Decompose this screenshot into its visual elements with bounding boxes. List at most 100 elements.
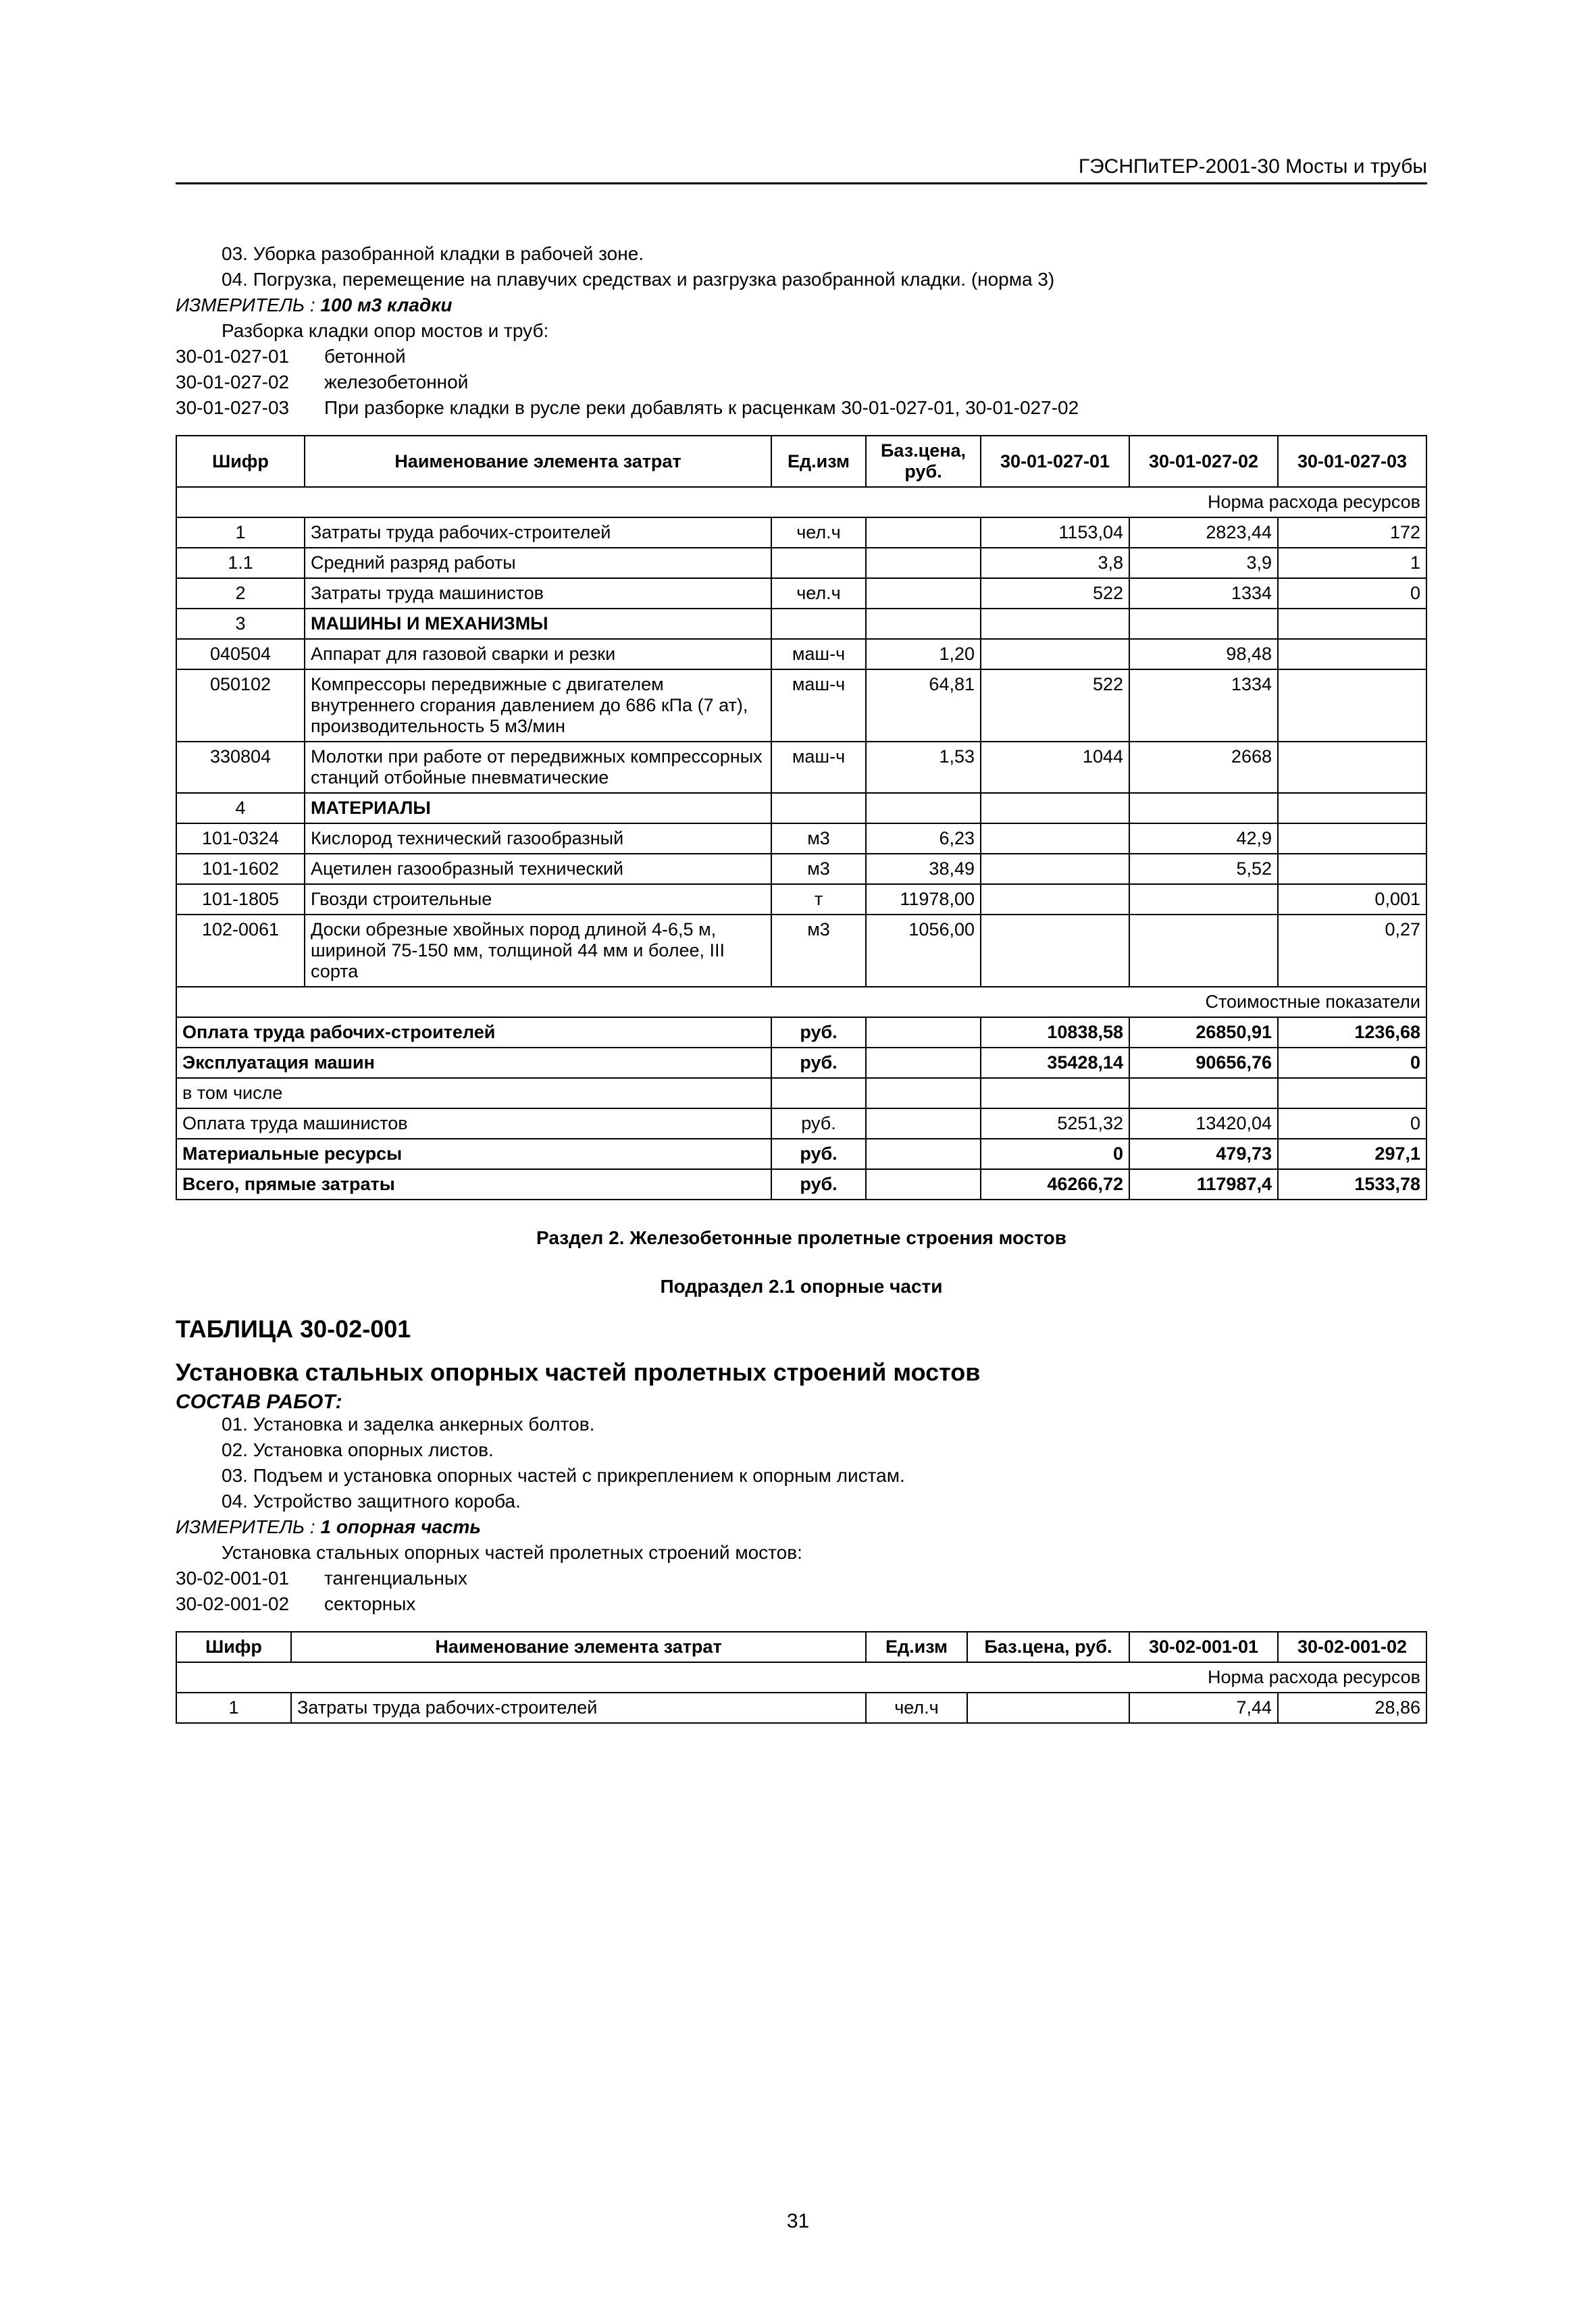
meter-value: 100 м3 кладки	[320, 294, 452, 315]
meter-label: ИЗМЕРИТЕЛЬ :	[176, 294, 315, 315]
work-item: 03. Уборка разобранной кладки в рабочей …	[176, 243, 1427, 265]
cell-v3: 1533,78	[1278, 1169, 1426, 1200]
col-c2: 30-01-027-02	[1129, 436, 1278, 487]
col-c2: 30-02-001-02	[1278, 1632, 1426, 1662]
cell-bp	[866, 1017, 981, 1048]
cell-v1: 522	[981, 578, 1129, 609]
cell-v1	[981, 609, 1129, 639]
cell-v3	[1278, 854, 1426, 884]
cell-v1	[981, 639, 1129, 669]
table-row: 101-1602Ацетилен газообразный технически…	[176, 854, 1426, 884]
code-line: 30-01-027-01бетонной	[176, 346, 1427, 367]
cell-shifr: 1	[176, 517, 305, 548]
cell-name: Эксплуатация машин	[176, 1048, 771, 1078]
code: 30-02-001-01	[176, 1568, 324, 1589]
cell-unit: маш-ч	[771, 639, 866, 669]
cell-shifr: 3	[176, 609, 305, 639]
cell-v1: 7,44	[1129, 1693, 1278, 1723]
cell-bp: 1,53	[866, 742, 981, 793]
col-name: Наименование элемента затрат	[305, 436, 771, 487]
cell-shifr: 2	[176, 578, 305, 609]
cell-name: Компрессоры передвижные с двигателем вну…	[305, 669, 771, 742]
sostav-label: СОСТАВ РАБОТ:	[176, 1391, 1427, 1414]
cell-shifr: 330804	[176, 742, 305, 793]
cell-unit	[771, 1078, 866, 1108]
work-item: 04. Погрузка, перемещение на плавучих ср…	[176, 269, 1427, 290]
sub-text: Установка стальных опорных частей пролет…	[176, 1542, 1427, 1564]
cell-v1: 1044	[981, 742, 1129, 793]
cell-unit: руб.	[771, 1108, 866, 1139]
table-row: Оплата труда рабочих-строителейруб.10838…	[176, 1017, 1426, 1048]
cell-v3: 0	[1278, 578, 1426, 609]
col-shifr: Шифр	[176, 1632, 291, 1662]
cell-unit: маш-ч	[771, 669, 866, 742]
code: 30-02-001-02	[176, 1593, 324, 1615]
cell-name: Молотки при работе от передвижных компре…	[305, 742, 771, 793]
code: 30-01-027-03	[176, 397, 324, 419]
cell-shifr: 101-0324	[176, 823, 305, 854]
cell-v2: 98,48	[1129, 639, 1278, 669]
table-row: 1Затраты труда рабочих-строителейчел.ч7,…	[176, 1693, 1426, 1723]
cell-v1: 0	[981, 1139, 1129, 1169]
cell-v1	[981, 884, 1129, 915]
cell-name: Ацетилен газообразный технический	[305, 854, 771, 884]
cell-v1: 1153,04	[981, 517, 1129, 548]
cell-bp	[866, 1169, 981, 1200]
cell-v1	[981, 854, 1129, 884]
cell-v3: 0,001	[1278, 884, 1426, 915]
meter-label: ИЗМЕРИТЕЛЬ :	[176, 1516, 315, 1537]
cell-shifr: 1	[176, 1693, 291, 1723]
cell-v2	[1129, 609, 1278, 639]
cell-unit: руб.	[771, 1139, 866, 1169]
col-name: Наименование элемента затрат	[291, 1632, 866, 1662]
cell-v3: 1236,68	[1278, 1017, 1426, 1048]
cell-v2: 1334	[1129, 578, 1278, 609]
table-row: Эксплуатация машинруб.35428,1490656,760	[176, 1048, 1426, 1078]
work-item: 04. Устройство защитного короба.	[176, 1491, 1427, 1512]
cell-name: Всего, прямые затраты	[176, 1169, 771, 1200]
cell-v1	[981, 1078, 1129, 1108]
cell-shifr: 101-1805	[176, 884, 305, 915]
cell-v3: 0	[1278, 1048, 1426, 1078]
code-text: секторных	[324, 1593, 415, 1614]
cell-v3	[1278, 823, 1426, 854]
col-c1: 30-02-001-01	[1129, 1632, 1278, 1662]
cell-unit: руб.	[771, 1048, 866, 1078]
cell-unit: м3	[771, 823, 866, 854]
table-row: 330804Молотки при работе от передвижных …	[176, 742, 1426, 793]
cell-bp	[866, 1078, 981, 1108]
cell-bp	[866, 1139, 981, 1169]
cell-v1	[981, 823, 1129, 854]
code-line: 30-01-027-02железобетонной	[176, 371, 1427, 393]
cell-bp: 11978,00	[866, 884, 981, 915]
cell-v2: 1334	[1129, 669, 1278, 742]
code: 30-01-027-01	[176, 346, 324, 367]
cell-v1: 5251,32	[981, 1108, 1129, 1139]
cell-v2: 117987,4	[1129, 1169, 1278, 1200]
col-shifr: Шифр	[176, 436, 305, 487]
cell-v1: 35428,14	[981, 1048, 1129, 1078]
table-2: Шифр Наименование элемента затрат Ед.изм…	[176, 1631, 1427, 1724]
col-unit: Ед.изм	[866, 1632, 967, 1662]
cell-v3: 0	[1278, 1108, 1426, 1139]
code-line: 30-02-001-01тангенциальных	[176, 1568, 1427, 1589]
cell-bp	[866, 578, 981, 609]
cell-unit: м3	[771, 915, 866, 987]
table-row: 1Затраты труда рабочих-строителейчел.ч11…	[176, 517, 1426, 548]
table-row: Всего, прямые затратыруб.46266,72117987,…	[176, 1169, 1426, 1200]
cell-bp: 38,49	[866, 854, 981, 884]
cell-shifr: 102-0061	[176, 915, 305, 987]
code-text: бетонной	[324, 346, 406, 367]
work-item: 03. Подъем и установка опорных частей с …	[176, 1465, 1427, 1487]
cell-bp: 1056,00	[866, 915, 981, 987]
cell-v2: 26850,91	[1129, 1017, 1278, 1048]
col-base-price: Баз.цена, руб.	[866, 436, 981, 487]
cell-name: Затраты труда машинистов	[305, 578, 771, 609]
cell-v1: 10838,58	[981, 1017, 1129, 1048]
table-row: Оплата труда машинистовруб.5251,3213420,…	[176, 1108, 1426, 1139]
cell-name: Затраты труда рабочих-строителей	[291, 1693, 866, 1723]
section-norma: Норма расхода ресурсов	[176, 1662, 1426, 1693]
meter-line: ИЗМЕРИТЕЛЬ : 100 м3 кладки	[176, 294, 1427, 316]
cell-shifr: 4	[176, 793, 305, 823]
cell-v3	[1278, 793, 1426, 823]
